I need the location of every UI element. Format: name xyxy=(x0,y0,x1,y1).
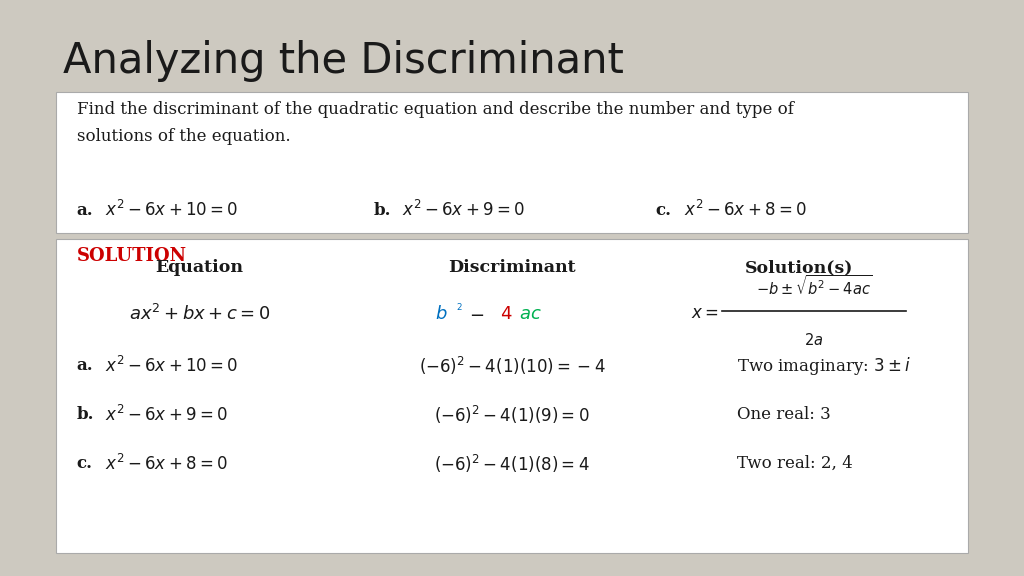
Text: $ - $: $ - $ xyxy=(469,305,484,323)
Text: c.: c. xyxy=(77,455,93,472)
Text: b.: b. xyxy=(374,202,391,219)
Text: $^2$: $^2$ xyxy=(456,303,463,316)
Text: Discriminant: Discriminant xyxy=(449,259,575,276)
Text: $ac$: $ac$ xyxy=(519,305,542,323)
Text: $ax^2 + bx + c = 0$: $ax^2 + bx + c = 0$ xyxy=(129,304,270,324)
Text: $x^2 - 6x + 9 = 0$: $x^2 - 6x + 9 = 0$ xyxy=(105,405,228,425)
Text: One real: 3: One real: 3 xyxy=(737,406,831,423)
Text: $4$: $4$ xyxy=(500,305,512,323)
Text: $x^2 - 6x + 8 = 0$: $x^2 - 6x + 8 = 0$ xyxy=(105,454,228,473)
Text: $x^2 - 6x + 8 = 0$: $x^2 - 6x + 8 = 0$ xyxy=(684,200,807,220)
Text: c.: c. xyxy=(655,202,672,219)
Text: $x =$: $x =$ xyxy=(691,305,719,323)
FancyBboxPatch shape xyxy=(56,92,968,233)
Text: SOLUTION: SOLUTION xyxy=(77,247,187,264)
Text: $-b \pm \sqrt{b^2 - 4ac}$: $-b \pm \sqrt{b^2 - 4ac}$ xyxy=(756,274,872,298)
Text: Solution(s): Solution(s) xyxy=(744,259,853,276)
Text: $(-6)^2 - 4(1)(8) = 4$: $(-6)^2 - 4(1)(8) = 4$ xyxy=(434,453,590,475)
Text: Two imaginary: $3 \pm i$: Two imaginary: $3 \pm i$ xyxy=(737,355,911,377)
Text: Find the discriminant of the quadratic equation and describe the number and type: Find the discriminant of the quadratic e… xyxy=(77,101,794,118)
Text: solutions of the equation.: solutions of the equation. xyxy=(77,128,291,145)
Text: a.: a. xyxy=(77,357,93,374)
Text: $x^2 - 6x + 10 = 0$: $x^2 - 6x + 10 = 0$ xyxy=(105,200,239,220)
Text: Analyzing the Discriminant: Analyzing the Discriminant xyxy=(63,40,625,82)
FancyBboxPatch shape xyxy=(56,239,968,553)
Text: $2a$: $2a$ xyxy=(805,332,823,348)
Text: a.: a. xyxy=(77,202,93,219)
Text: Two real: 2, 4: Two real: 2, 4 xyxy=(737,455,853,472)
Text: $x^2 - 6x + 9 = 0$: $x^2 - 6x + 9 = 0$ xyxy=(402,200,525,220)
Text: $(-6)^2 - 4(1)(9) = 0$: $(-6)^2 - 4(1)(9) = 0$ xyxy=(434,404,590,426)
Text: $x^2 - 6x + 10 = 0$: $x^2 - 6x + 10 = 0$ xyxy=(105,356,239,376)
Text: $(-6)^2 - 4(1)(10) = -4$: $(-6)^2 - 4(1)(10) = -4$ xyxy=(419,355,605,377)
Text: b.: b. xyxy=(77,406,94,423)
Text: $b$: $b$ xyxy=(435,305,447,323)
Text: Equation: Equation xyxy=(156,259,244,276)
